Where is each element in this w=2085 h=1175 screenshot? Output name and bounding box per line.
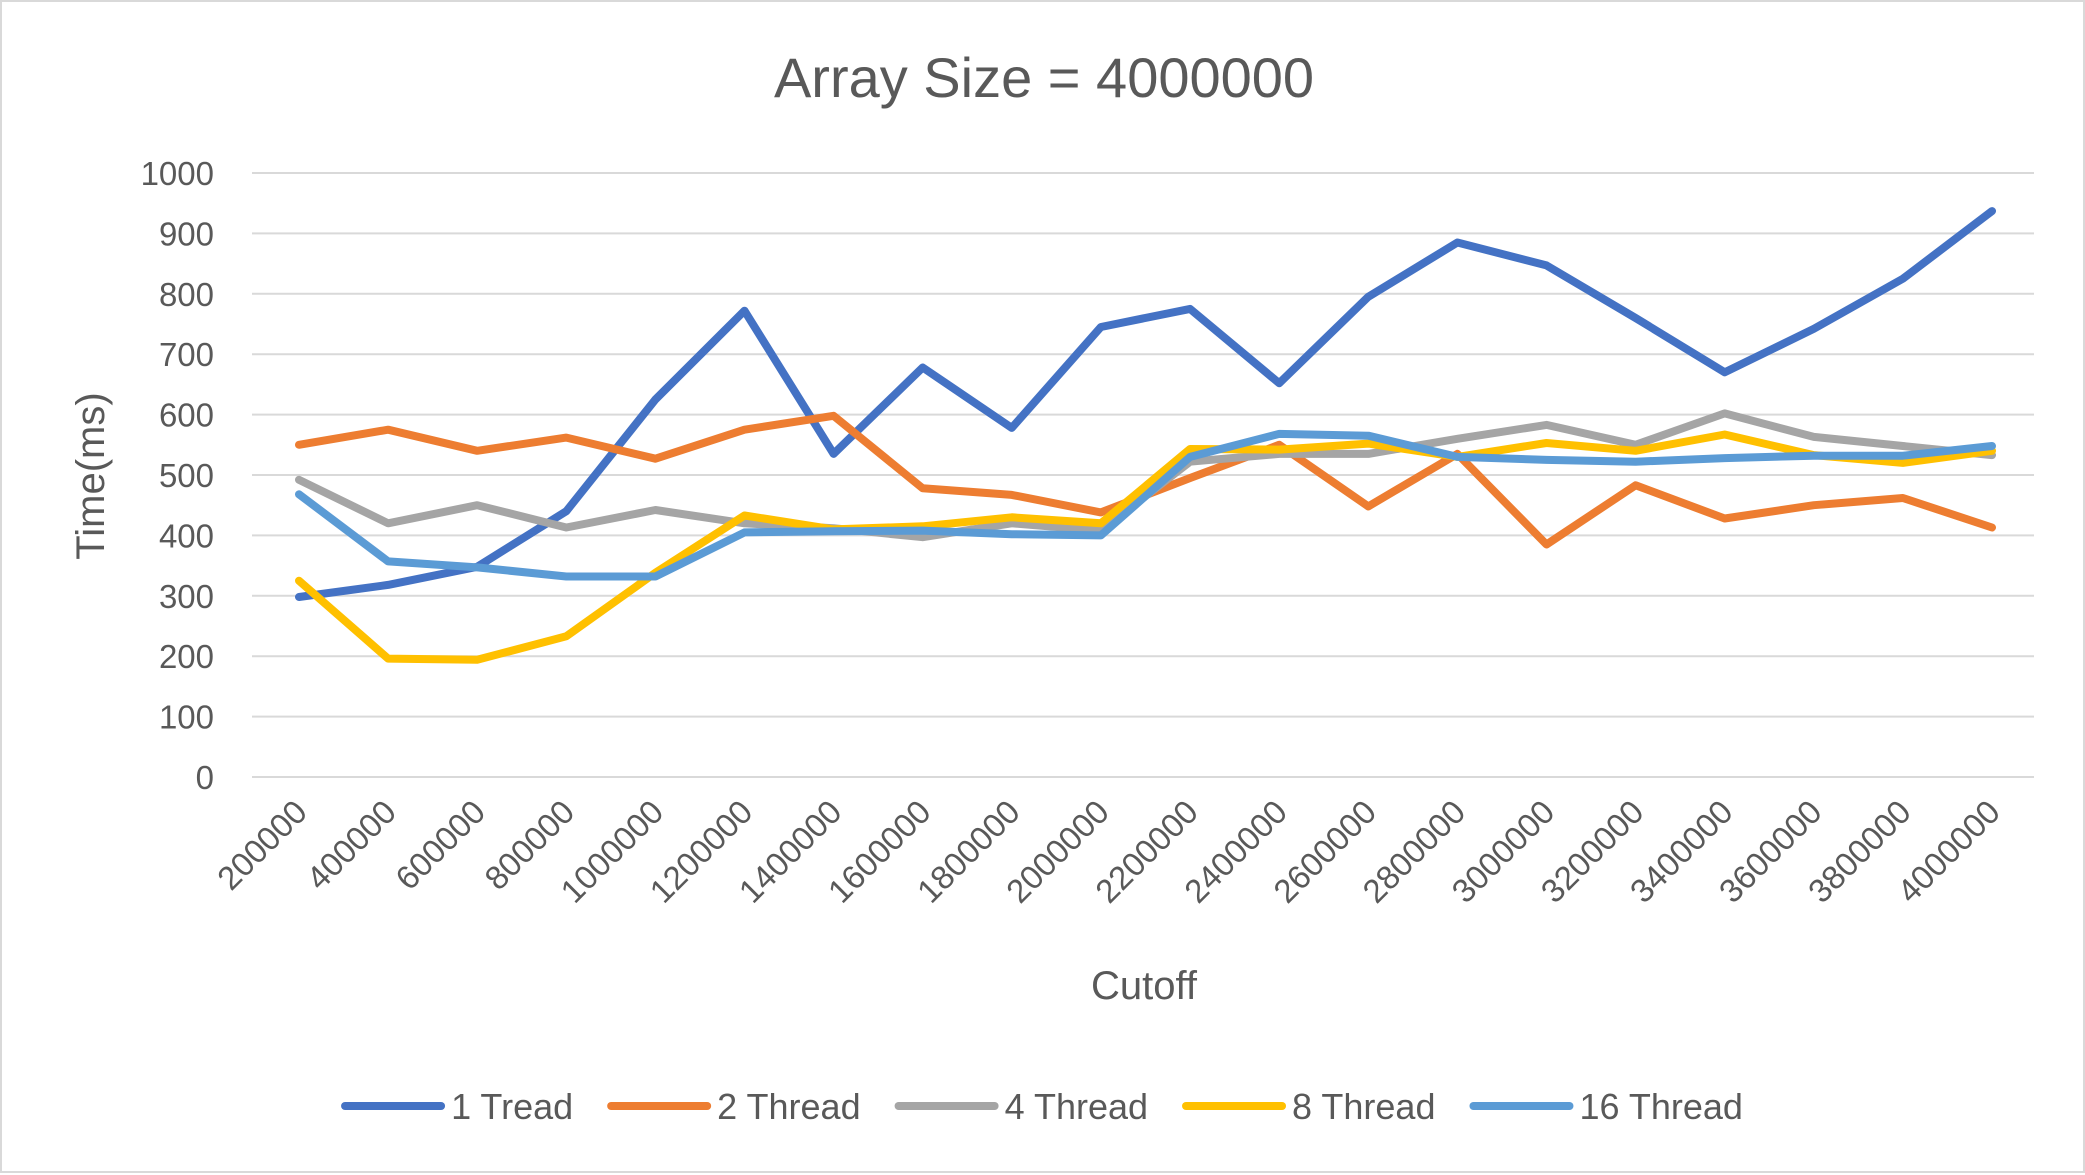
- legend: 1 Tread 2 Thread 4 Thread 8 Thread 16 Thread: [341, 1086, 1743, 1127]
- series-line-1-tread: [295, 207, 1996, 601]
- legend-label: 2 Thread: [717, 1086, 860, 1127]
- x-tick-label: 200000: [210, 793, 314, 897]
- series-lines: [295, 207, 1996, 664]
- legend-label: 8 Thread: [1292, 1086, 1435, 1127]
- y-tick-label: 200: [159, 638, 214, 675]
- y-tick-label: 700: [159, 336, 214, 373]
- x-tick-label: 600000: [388, 793, 492, 897]
- y-tick-label: 800: [159, 276, 214, 313]
- y-tick-label: 900: [159, 215, 214, 252]
- y-axis-ticks: 0 100 200 300 400 500 600 700 800 900 1000: [141, 155, 214, 796]
- chart-title: Array Size = 4000000: [774, 46, 1314, 109]
- y-tick-label: 600: [159, 397, 214, 434]
- y-axis-title: Time(ms): [69, 392, 113, 559]
- series-line-8-thread: [295, 430, 1996, 664]
- gridlines: [252, 172, 2034, 778]
- legend-label: 1 Tread: [451, 1086, 573, 1127]
- y-tick-label: 300: [159, 578, 214, 615]
- x-axis-title: Cutoff: [1091, 964, 1198, 1008]
- y-tick-label: 1000: [141, 155, 214, 192]
- y-tick-label: 100: [159, 699, 214, 736]
- y-tick-label: 0: [196, 759, 214, 796]
- y-tick-label: 500: [159, 457, 214, 494]
- series-line-16-thread: [295, 429, 1996, 581]
- x-tick-label: 400000: [299, 793, 403, 897]
- legend-label: 16 Thread: [1579, 1086, 1742, 1127]
- y-tick-label: 400: [159, 517, 214, 554]
- legend-label: 4 Thread: [1005, 1086, 1148, 1127]
- x-axis-ticks: 2000004000006000008000001000000120000014…: [210, 793, 2007, 910]
